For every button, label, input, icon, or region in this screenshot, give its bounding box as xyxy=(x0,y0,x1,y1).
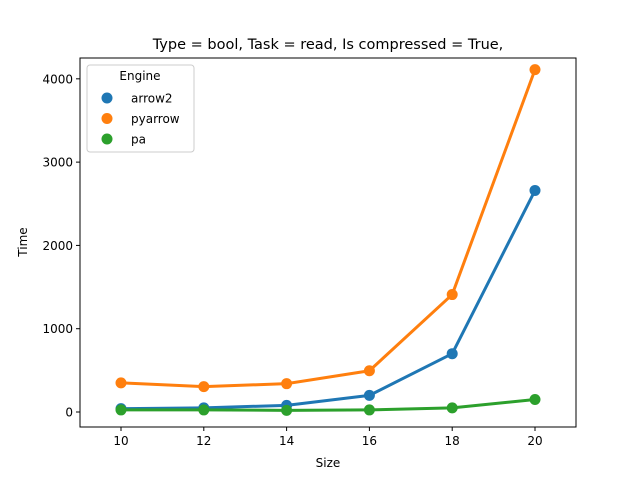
series-layer xyxy=(115,64,541,416)
y-axis: 0 1000 2000 3000 4000 xyxy=(42,72,80,420)
data-point-pyarrow xyxy=(529,64,541,76)
series-line-arrow2 xyxy=(119,188,537,411)
data-point-pyarrow xyxy=(198,381,210,393)
data-point-pyarrow xyxy=(115,377,127,389)
y-tick-label: 0 xyxy=(65,406,73,420)
data-point-pyarrow xyxy=(281,378,293,390)
legend-label: pyarrow xyxy=(131,112,180,126)
data-point-pa xyxy=(198,404,210,416)
legend-label: pa xyxy=(131,133,146,147)
x-tick-label: 18 xyxy=(445,434,460,448)
x-axis-label: Size xyxy=(316,456,341,470)
legend-box xyxy=(86,64,195,153)
legend-marker xyxy=(101,92,113,104)
data-point-pa xyxy=(529,394,541,406)
legend: Engine arrow2 pyarrow pa xyxy=(86,64,195,153)
legend-item-pyarrow: pyarrow xyxy=(101,112,180,126)
data-point-pa xyxy=(115,404,127,416)
data-point-pa xyxy=(363,404,375,416)
chart-title: Type = bool, Task = read, Is compressed … xyxy=(152,37,504,53)
series-pa xyxy=(115,394,541,416)
series-line-pa xyxy=(119,398,537,412)
series-line-pyarrow xyxy=(119,68,537,389)
data-point-pa xyxy=(446,402,458,414)
x-tick-label: 12 xyxy=(196,434,211,448)
series-pyarrow xyxy=(115,64,541,393)
data-point-arrow2 xyxy=(529,184,541,196)
y-tick-label: 2000 xyxy=(42,239,73,253)
y-tick-label: 1000 xyxy=(42,322,73,336)
data-point-arrow2 xyxy=(363,389,375,401)
legend-title: Engine xyxy=(119,69,160,83)
y-axis-label: Time xyxy=(16,227,30,257)
legend-item-pa: pa xyxy=(101,133,146,147)
x-tick-label: 14 xyxy=(279,434,294,448)
x-tick-label: 20 xyxy=(527,434,542,448)
legend-label: arrow2 xyxy=(131,92,173,106)
data-point-pyarrow xyxy=(363,365,375,377)
data-point-pyarrow xyxy=(446,289,458,301)
data-point-pa xyxy=(281,404,293,416)
x-tick-label: 10 xyxy=(113,434,128,448)
legend-marker xyxy=(101,113,113,124)
x-axis: 10 12 14 16 18 20 xyxy=(113,427,543,448)
x-tick-label: 16 xyxy=(362,434,377,448)
y-tick-label: 3000 xyxy=(42,156,73,170)
legend-marker xyxy=(101,133,113,145)
y-tick-label: 4000 xyxy=(42,72,73,86)
axes-frame xyxy=(79,57,577,428)
legend-item-arrow2: arrow2 xyxy=(101,92,173,106)
data-point-arrow2 xyxy=(446,348,458,360)
legend-items: arrow2 pyarrow pa xyxy=(101,92,180,147)
